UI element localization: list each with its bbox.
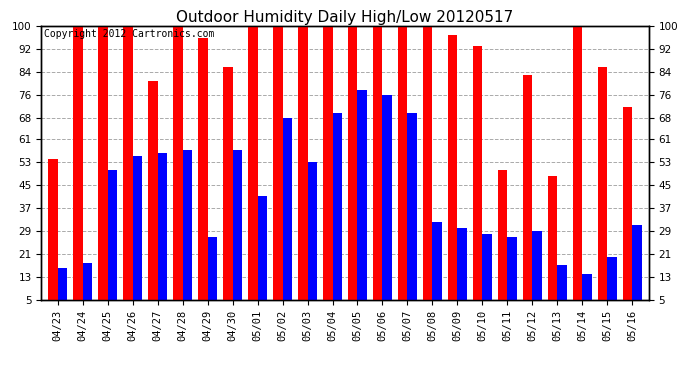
Bar (558, 266, 567, 314)
Bar (408, 113, 417, 314)
Bar (398, 26, 408, 314)
Bar (607, 257, 617, 314)
Bar (58, 268, 67, 314)
Bar (433, 222, 442, 314)
Bar (173, 26, 183, 314)
Bar (257, 196, 267, 314)
Bar (233, 150, 242, 314)
Bar (457, 228, 467, 314)
Bar (132, 156, 142, 314)
Bar (123, 26, 132, 314)
Bar (348, 26, 357, 314)
Bar (273, 26, 282, 314)
Bar (598, 67, 607, 314)
Bar (298, 26, 308, 314)
Bar (533, 231, 542, 314)
Bar (98, 26, 108, 314)
Bar (208, 237, 217, 314)
Bar (482, 234, 492, 314)
Bar (223, 67, 233, 314)
Bar (333, 113, 342, 314)
Title: Outdoor Humidity Daily High/Low 20120517: Outdoor Humidity Daily High/Low 20120517 (177, 10, 513, 25)
Bar (548, 176, 558, 314)
Bar (423, 26, 433, 314)
Bar (498, 170, 507, 314)
Bar (632, 225, 642, 314)
Bar (507, 237, 517, 314)
Bar (248, 26, 257, 314)
Bar (382, 95, 392, 314)
Text: Copyright 2012 Cartronics.com: Copyright 2012 Cartronics.com (44, 29, 215, 39)
Bar (83, 262, 92, 314)
Bar (373, 26, 382, 314)
Bar (48, 159, 58, 314)
Bar (183, 150, 192, 314)
Bar (323, 26, 333, 314)
Bar (308, 162, 317, 314)
Bar (623, 107, 632, 314)
Bar (448, 35, 457, 314)
Bar (523, 75, 533, 314)
Bar (282, 118, 292, 314)
Bar (198, 38, 208, 314)
Bar (157, 153, 167, 314)
Bar (473, 46, 482, 314)
Bar (148, 81, 157, 314)
Bar (108, 170, 117, 314)
Bar (73, 26, 83, 314)
Bar (573, 26, 582, 314)
Bar (357, 90, 367, 314)
Bar (582, 274, 592, 314)
